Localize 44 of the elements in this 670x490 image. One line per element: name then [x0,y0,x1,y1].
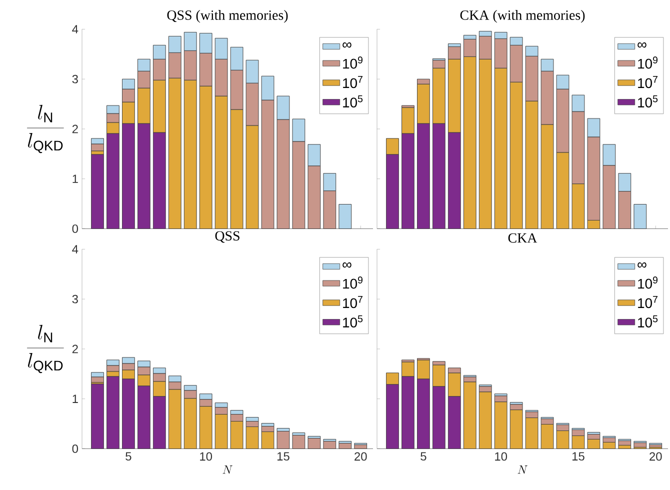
y-tick-label: 4 [72,25,78,34]
x-tick-label: 15 [277,452,290,461]
x-tick-label: 10 [200,452,212,461]
y-tick-label: 1 [72,394,78,403]
y-axis-title: $\frac{l_{\mathrm{N}}}{l_{\mathrm{QKD}}}$ [27,104,64,154]
legend-label: 10$^{5}$ [343,95,363,108]
y-tick-label: 3 [72,74,78,84]
x-tick-label: 10 [495,452,508,461]
bar [618,440,632,446]
x-tick-label: 20 [650,452,662,461]
y-tick-label: 3 [72,294,78,304]
x-axis-title: $N$ [518,466,528,474]
legend-label: ∞ [342,262,352,268]
legend-label: 10$^{9}$ [343,56,362,69]
legend-label: 10$^{5}$ [638,315,658,328]
y-tick-label: 2 [72,124,78,134]
legend-label: 10$^{7}$ [343,296,362,308]
legend-label: 10$^{5}$ [343,315,363,328]
y-tick-label: 1 [72,174,78,183]
x-tick-label: 5 [126,452,132,461]
legend-label: 10$^{9}$ [638,276,658,289]
y-tick-label: 2 [72,344,78,354]
chart-title: CKA [508,233,538,243]
x-tick-label: 15 [572,452,584,461]
chart-title: QSS [215,231,240,243]
legend-label: 10$^{9}$ [343,276,362,289]
x-tick-label: 5 [420,452,426,461]
y-axis-title: $\frac{l_{\mathrm{N}}}{l_{\mathrm{QKD}}}$ [27,324,64,374]
legend-label: 10$^{9}$ [638,56,658,69]
legend-label: ∞ [638,262,646,268]
chart-title: CKA (with memories) [460,10,585,23]
legend-label: 10$^{5}$ [638,95,658,108]
y-tick-label: 0 [72,444,78,453]
legend-label: 10$^{7}$ [343,76,362,88]
x-axis-title: $N$ [222,466,232,474]
x-tick-label: 20 [354,452,367,461]
y-tick-label: 4 [72,245,78,254]
legend-label: 10$^{7}$ [638,296,658,308]
legend-label: 10$^{7}$ [638,76,658,88]
chart-title: QSS (with memories) [167,10,288,23]
y-tick-label: 0 [72,224,78,233]
legend-label: ∞ [342,42,352,48]
bar [634,442,647,448]
legend-label: ∞ [638,42,646,48]
